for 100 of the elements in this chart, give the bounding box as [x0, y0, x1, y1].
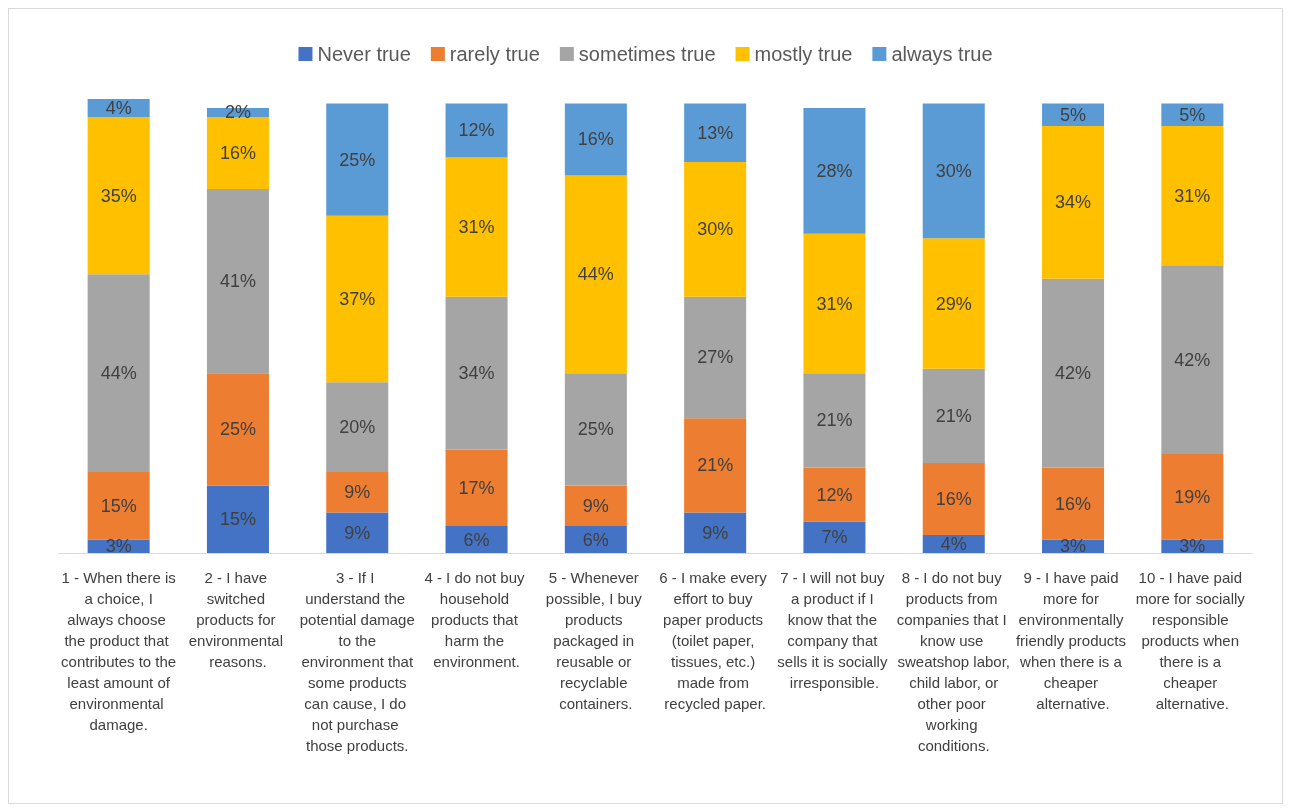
bar — [684, 296, 747, 419]
bar — [206, 485, 269, 553]
data-label: 29% — [935, 293, 972, 314]
x-tick-label: 5 - Whenever possible, I buy products packaged in reusable or recyclable containers. — [545, 569, 646, 712]
data-label: 15% — [100, 495, 137, 516]
data-label: 31% — [816, 293, 853, 314]
bar — [1042, 467, 1105, 540]
bar — [87, 116, 150, 275]
bar — [445, 296, 508, 450]
data-label: 42% — [1055, 363, 1092, 384]
data-label: 17% — [458, 477, 495, 498]
bar — [206, 373, 269, 486]
legend-label: mostly true — [754, 43, 853, 65]
data-label: 30% — [697, 219, 734, 240]
data-label: 16% — [219, 142, 256, 163]
data-label: 25% — [339, 149, 376, 170]
data-label: 21% — [816, 410, 853, 431]
bar — [1042, 278, 1105, 468]
bar — [326, 103, 389, 216]
x-tick-label: 9 - I have paid more for environmentally friendly products when there is a cheaper alternative. — [1015, 569, 1131, 712]
bar — [87, 274, 150, 473]
bar — [803, 233, 866, 374]
bar — [922, 238, 985, 369]
data-label: 28% — [816, 160, 853, 181]
data-label: 12% — [816, 484, 853, 505]
bar — [684, 103, 747, 162]
data-label: 25% — [577, 419, 614, 440]
bar — [1161, 265, 1224, 455]
category-label: 3 - If I understand the potential damage to the environment that some products can cause, I do not purchase those products. — [299, 569, 415, 754]
data-label: 16% — [1055, 493, 1092, 514]
data-label: 34% — [458, 363, 495, 384]
bar — [1042, 125, 1105, 279]
bar — [564, 103, 627, 176]
bar — [326, 472, 389, 513]
data-label: 37% — [339, 289, 376, 310]
bar — [445, 103, 508, 158]
data-label: 44% — [577, 264, 614, 285]
bar — [803, 467, 866, 522]
data-label: 9% — [344, 482, 371, 503]
bar — [684, 418, 747, 513]
bar — [922, 463, 985, 536]
bar — [803, 373, 866, 468]
data-label: 3% — [105, 536, 132, 557]
data-label: 44% — [100, 363, 137, 384]
data-label: 7% — [821, 527, 848, 548]
data-label: 30% — [935, 160, 972, 181]
data-label: 4% — [105, 97, 132, 118]
x-tick-label: 2 - I have switched products for environmental reasons. — [188, 569, 288, 670]
x-tick-label: 4 - I do not buy household products that harm the environment. — [424, 569, 529, 670]
data-label: 4% — [940, 534, 967, 555]
data-label: 12% — [458, 120, 495, 141]
bar — [922, 368, 985, 464]
data-label: 34% — [1055, 192, 1092, 213]
data-label: 5% — [1179, 104, 1206, 125]
data-label: 6% — [582, 529, 609, 550]
bar — [803, 107, 866, 234]
bar — [803, 521, 866, 553]
data-label: 3% — [1060, 536, 1087, 557]
data-label: 25% — [219, 419, 256, 440]
data-label: 31% — [1174, 185, 1211, 206]
data-label: 3% — [1179, 536, 1206, 557]
data-label: 13% — [697, 122, 734, 143]
bar — [206, 116, 269, 189]
data-label: 9% — [344, 522, 371, 543]
data-label: 16% — [935, 489, 972, 510]
data-label: 5% — [1060, 104, 1087, 125]
bar — [684, 161, 747, 297]
bar — [1161, 125, 1224, 266]
x-tick-label: 7 - I will not buy a product if I know that the company that sells it is socially irresponsible. — [777, 569, 892, 691]
legend-label: sometimes true — [578, 43, 716, 65]
bar — [445, 449, 508, 527]
data-label: 20% — [339, 417, 376, 438]
bar — [326, 512, 389, 553]
data-label: 42% — [1174, 349, 1211, 370]
legend-label: rarely true — [449, 43, 540, 65]
bar — [564, 175, 627, 374]
data-label: 21% — [697, 455, 734, 476]
x-tick-label: 1 - When there is a choice, I always choose the product that contributes to the least amount of environmental damage. — [61, 569, 177, 733]
data-label: 27% — [697, 347, 734, 368]
data-label: 35% — [100, 185, 137, 206]
bar — [922, 103, 985, 239]
data-label: 15% — [219, 509, 256, 530]
bar — [326, 215, 389, 383]
bar — [206, 188, 269, 374]
bar — [564, 485, 627, 527]
legend-label: Never true — [317, 43, 411, 65]
category-label: 8 - I do not buy products from companies that I know use sweatshop labor, child labor, or other poor working conditions. — [896, 569, 1011, 754]
bar — [87, 472, 150, 540]
bar — [445, 157, 508, 297]
data-label: 6% — [463, 529, 490, 550]
data-label: 41% — [219, 271, 256, 292]
data-label: 19% — [1174, 486, 1211, 507]
data-label: 16% — [577, 129, 614, 150]
data-label: 21% — [935, 405, 972, 426]
x-tick-label: 10 - I have paid more for socially responsible products when there is a cheaper alternative. — [1135, 569, 1250, 712]
bar — [684, 512, 747, 553]
legend-label: always true — [891, 43, 993, 65]
bar — [326, 382, 389, 473]
bar — [564, 373, 627, 486]
data-label: 9% — [702, 522, 729, 543]
